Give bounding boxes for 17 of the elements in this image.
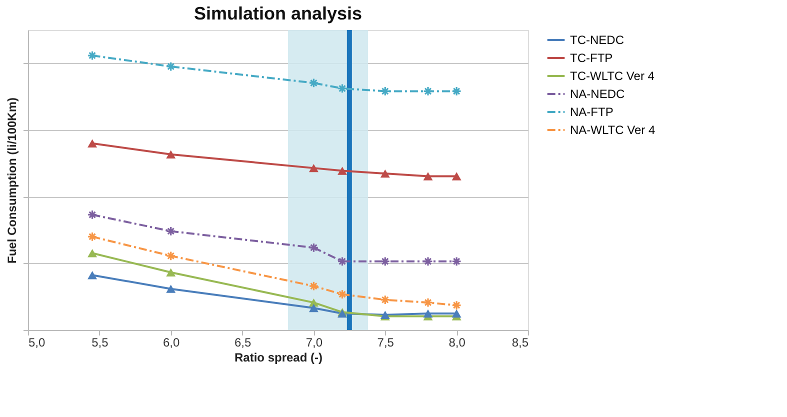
legend-label: TC-NEDC (570, 33, 624, 47)
x-tick-label: 7,0 (306, 336, 323, 350)
x-tick-label: 7,5 (377, 336, 394, 350)
x-tick-label: 5,0 (28, 336, 46, 350)
legend-label: TC-WLTC Ver 4 (570, 69, 655, 83)
x-tick-label: 8,5 (512, 336, 529, 350)
legend-label: NA-NEDC (570, 87, 625, 101)
legend-label: TC-FTP (570, 51, 613, 65)
legend-label: NA-FTP (570, 105, 614, 119)
x-tick-label: 8,0 (448, 336, 466, 350)
y-axis-title: Fuel Consumption (li/100Km) (5, 97, 19, 264)
x-tick-label: 5,5 (92, 336, 109, 350)
x-tick-label: 6,5 (234, 336, 252, 350)
legend-label: NA-WLTC Ver 4 (570, 123, 656, 137)
x-tick-label: 6,0 (163, 336, 180, 350)
x-axis-title: Ratio spread (-) (234, 350, 323, 364)
chart-title: Simulation analysis (194, 4, 362, 24)
